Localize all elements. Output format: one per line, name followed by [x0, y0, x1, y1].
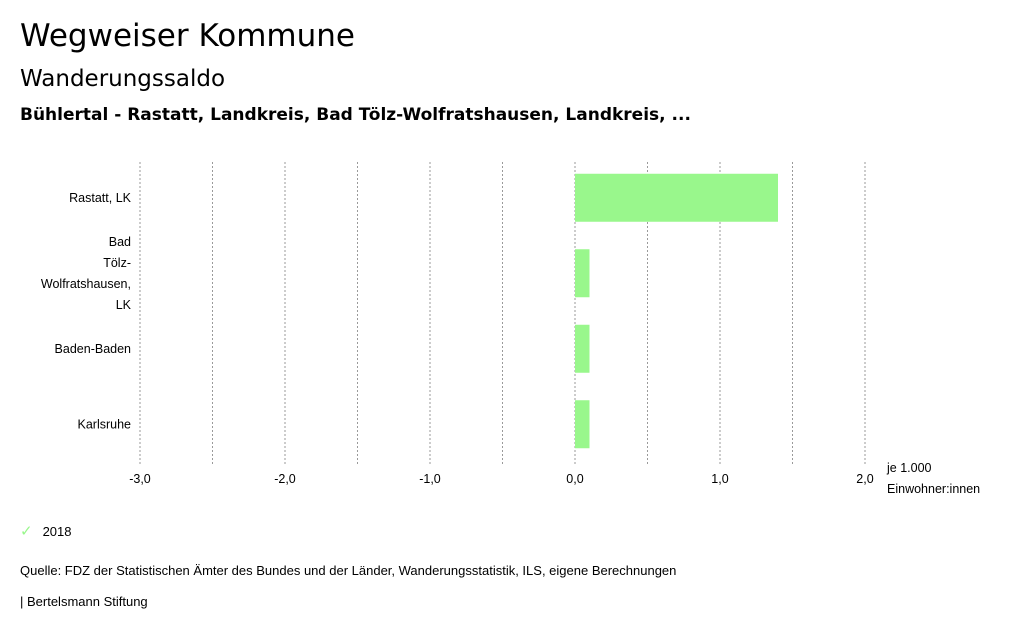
bar	[575, 249, 590, 298]
source-note: Quelle: FDZ der Statistischen Ämter des …	[20, 563, 677, 578]
y-category-label: Wolfratshausen,	[41, 277, 131, 291]
y-category-label: Bad	[109, 235, 131, 249]
x-tick-label: -3,0	[129, 472, 151, 486]
region-label: Bühlertal - Rastatt, Landkreis, Bad Tölz…	[20, 105, 691, 125]
y-category-label: Tölz-	[103, 256, 131, 270]
check-icon: ✓	[20, 522, 33, 540]
unit-label: je 1.000	[886, 461, 932, 475]
x-tick-label: 1,0	[711, 472, 728, 486]
legend-label: 2018	[42, 523, 72, 539]
y-category-label: LK	[116, 298, 132, 312]
bar-chart: -3,0 -2,0 -1,0 0,0 1,0 2,0 je 1.000 Einwohner:i…	[41, 162, 980, 496]
x-tick-label: 2,0	[856, 472, 873, 486]
legend[interactable]: ✓ 2018	[20, 522, 72, 540]
unit-label: Einwohner:innen	[887, 482, 980, 496]
footer-credit: | Bertelsmann Stiftung	[20, 594, 148, 609]
y-category-label: Rastatt, LK	[69, 191, 131, 205]
page-title: Wegweiser Kommune	[20, 18, 355, 54]
x-tick-label: -1,0	[419, 472, 441, 486]
chart-subtitle: Wanderungssaldo	[20, 66, 226, 92]
x-tick-label: -2,0	[274, 472, 296, 486]
bar	[575, 324, 590, 373]
y-category-label: Baden-Baden	[55, 342, 132, 356]
bar	[575, 400, 590, 449]
x-tick-label: 0,0	[566, 472, 583, 486]
y-category-label: Karlsruhe	[78, 417, 132, 431]
bar	[575, 173, 778, 222]
